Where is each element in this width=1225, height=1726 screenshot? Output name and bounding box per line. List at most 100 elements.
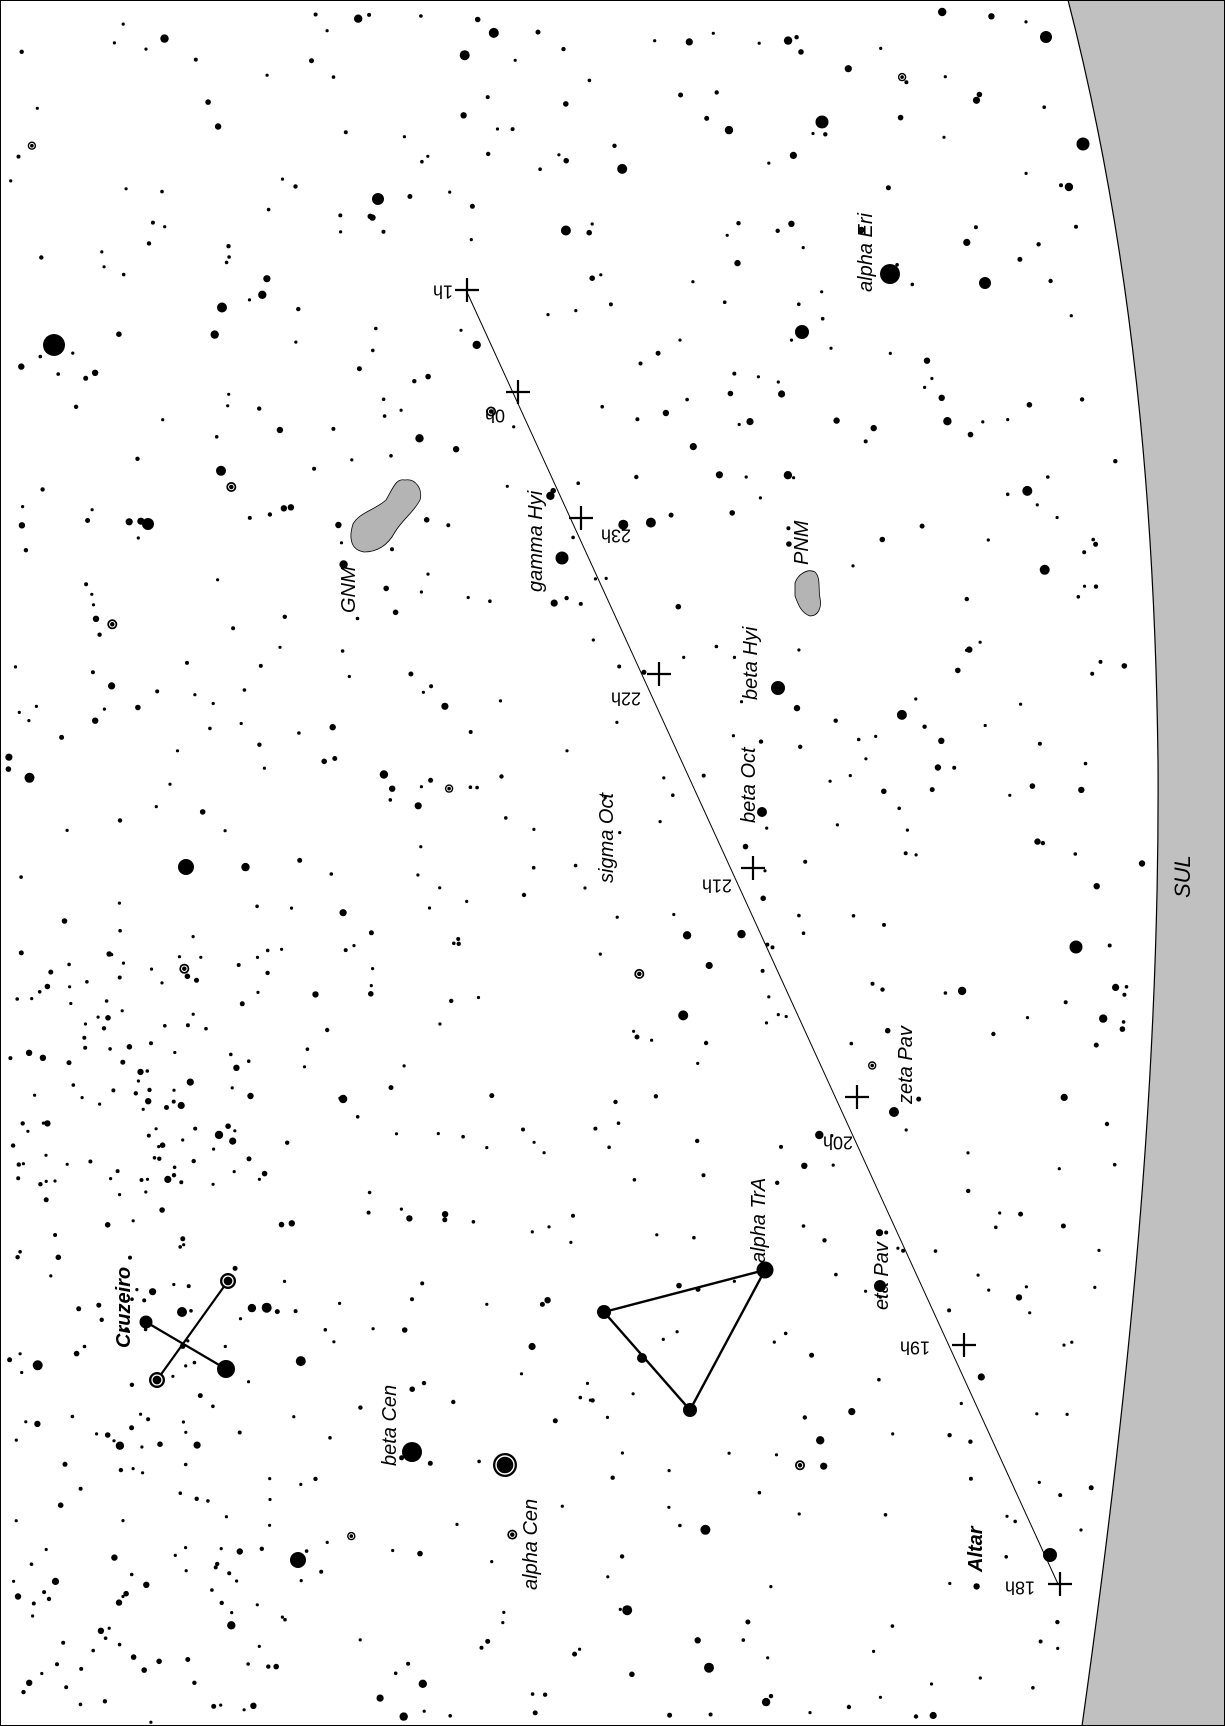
field-star [83, 375, 89, 381]
ecliptic-cross-22h [647, 662, 671, 686]
field-star [784, 1014, 788, 1019]
field-star [329, 872, 334, 876]
field-star [179, 1180, 184, 1185]
field-star [455, 1522, 459, 1526]
field-star [149, 967, 154, 971]
field-star [46, 1596, 52, 1602]
field-star [1138, 860, 1146, 867]
field-star [947, 1433, 952, 1438]
field-star [92, 615, 100, 622]
field-star [615, 915, 619, 919]
field-star [135, 1288, 139, 1292]
field-star [1112, 983, 1120, 992]
field-star [742, 843, 749, 850]
field-star [468, 730, 473, 734]
label-alpha-cen: alpha Cen [520, 1499, 542, 1590]
field-star [1069, 314, 1073, 318]
field-star [185, 1657, 191, 1662]
field-star [1055, 1619, 1060, 1625]
field-star [427, 1460, 433, 1466]
field-star [219, 1703, 223, 1707]
field-star [216, 465, 226, 476]
field-star [66, 1060, 72, 1066]
field-star [57, 1502, 64, 1508]
field-star [528, 1342, 536, 1351]
field-star [801, 931, 806, 935]
field-star [104, 1432, 111, 1438]
field-star [280, 505, 288, 512]
field-star [1124, 985, 1129, 989]
field-star [544, 1297, 551, 1304]
field-star [1104, 1121, 1110, 1127]
field-star [1024, 171, 1028, 175]
field-star [449, 998, 454, 1004]
field-star [90, 670, 95, 675]
field-star [15, 997, 19, 1001]
field-star [343, 130, 348, 135]
field-star [916, 1096, 922, 1102]
field-star [632, 1178, 637, 1182]
field-star [479, 1645, 484, 1650]
field-star [676, 1282, 682, 1289]
field-star [569, 1240, 573, 1244]
field-star [547, 1225, 551, 1229]
field-star [1083, 761, 1088, 766]
field-star [488, 27, 499, 38]
star-right-bright-3 [979, 277, 991, 289]
field-star [420, 159, 424, 164]
field-star [864, 1289, 868, 1293]
field-star [815, 1130, 824, 1140]
field-star [877, 1377, 881, 1382]
field-star [367, 1190, 372, 1195]
field-star [678, 1010, 689, 1021]
field-star [85, 980, 89, 984]
field-star [535, 29, 541, 35]
field-star [1079, 397, 1085, 402]
field-star [485, 1302, 489, 1306]
field-star [485, 1146, 489, 1150]
field-star [1060, 1223, 1066, 1229]
field-star [186, 1284, 191, 1289]
field-star [85, 518, 91, 523]
field-star [612, 143, 617, 148]
field-star [801, 1224, 806, 1228]
field-star [61, 1640, 66, 1645]
field-star [1122, 992, 1127, 997]
field-star [116, 331, 122, 338]
field-star [797, 648, 801, 652]
label-altar: Altar [965, 1525, 987, 1573]
field-star [1064, 182, 1074, 192]
field-star [618, 519, 629, 530]
field-star [184, 1364, 188, 1368]
field-star [121, 22, 125, 26]
field-star [904, 1128, 908, 1132]
star-beta-oct [757, 807, 767, 817]
field-star [280, 177, 285, 181]
field-star [662, 776, 666, 780]
field-star [572, 1651, 578, 1657]
field-star [419, 590, 423, 594]
field-star [102, 1699, 108, 1704]
star-mid-bright-2 [142, 518, 154, 530]
field-star [1004, 1555, 1008, 1559]
ra-label-1h: 1h [433, 281, 453, 301]
field-star [107, 619, 118, 630]
field-star [530, 1692, 535, 1696]
field-star [371, 348, 375, 353]
field-star [1036, 242, 1041, 247]
field-star [18, 950, 24, 956]
field-star [265, 970, 270, 976]
field-star [987, 1288, 991, 1292]
field-star [186, 1339, 190, 1343]
field-star [564, 595, 569, 601]
field-star [1035, 503, 1039, 507]
field-star [1017, 256, 1023, 262]
field-star [552, 1418, 558, 1424]
ecliptic-line [465, 289, 1059, 1585]
field-star [219, 1547, 223, 1551]
field-star [1025, 1016, 1030, 1020]
field-star [834, 1272, 838, 1277]
field-star [381, 229, 386, 234]
field-star [685, 397, 689, 402]
label-beta-cen: beta Cen [379, 1385, 401, 1466]
